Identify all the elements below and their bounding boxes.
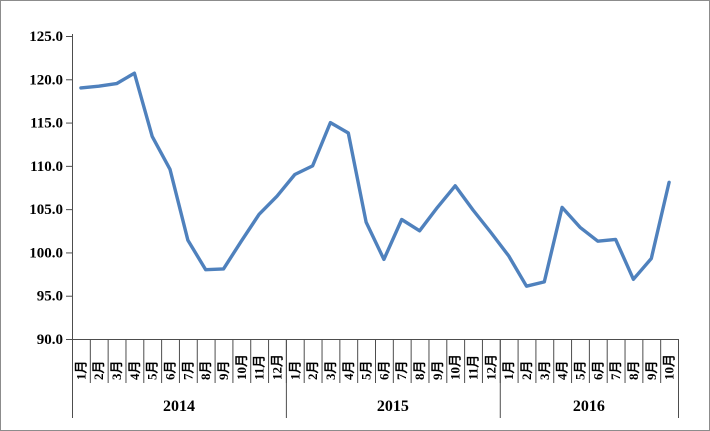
- y-axis-label: 125.0: [29, 29, 63, 45]
- month-label: 1月: [287, 360, 302, 380]
- month-label: 9月: [644, 360, 659, 380]
- month-label: 7月: [180, 360, 195, 380]
- month-label: 8月: [412, 360, 427, 380]
- month-label: 8月: [626, 360, 641, 380]
- month-label: 3月: [537, 360, 552, 380]
- y-axis-label: 100.0: [29, 245, 63, 261]
- month-label: 1月: [501, 360, 516, 380]
- month-label: 4月: [341, 360, 356, 380]
- month-label: 12月: [483, 354, 498, 380]
- month-label: 2月: [91, 360, 106, 380]
- year-label: 2016: [573, 398, 605, 415]
- y-axis-label: 110.0: [30, 159, 63, 175]
- month-label: 3月: [323, 360, 338, 380]
- month-label: 4月: [555, 360, 570, 380]
- month-label: 7月: [608, 360, 623, 380]
- month-label: 10月: [448, 354, 463, 380]
- month-label: 4月: [127, 360, 142, 380]
- month-label: 9月: [430, 360, 445, 380]
- month-label: 6月: [163, 360, 178, 380]
- month-label: 12月: [269, 354, 284, 380]
- data-series-line: [79, 71, 671, 288]
- month-label: 6月: [590, 360, 605, 380]
- month-label: 3月: [109, 360, 124, 380]
- month-label: 10月: [234, 354, 249, 380]
- y-axis-label: 95.0: [37, 289, 63, 305]
- month-label: 2月: [305, 360, 320, 380]
- year-label: 2015: [377, 398, 409, 415]
- month-label: 5月: [572, 360, 587, 380]
- month-label: 1月: [73, 360, 88, 380]
- month-label: 5月: [145, 360, 160, 380]
- month-label: 5月: [359, 360, 374, 380]
- y-axis-label: 120.0: [29, 72, 63, 88]
- y-axis-label: 105.0: [29, 202, 63, 218]
- month-label: 10月: [662, 354, 677, 380]
- y-axis-label: 90.0: [37, 332, 63, 348]
- month-label: 7月: [394, 360, 409, 380]
- y-axis-label: 115.0: [30, 116, 63, 132]
- month-label: 6月: [376, 360, 391, 380]
- month-label: 2月: [519, 360, 534, 380]
- month-label: 11月: [252, 355, 267, 380]
- month-label: 9月: [216, 360, 231, 380]
- month-label: 11月: [466, 355, 481, 380]
- year-label: 2014: [163, 398, 195, 415]
- month-label: 8月: [198, 360, 213, 380]
